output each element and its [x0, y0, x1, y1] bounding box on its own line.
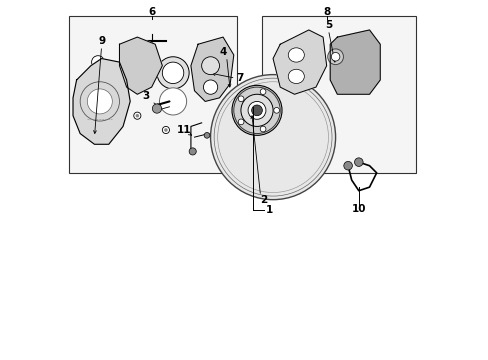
Circle shape	[114, 125, 118, 128]
Bar	[342, 39, 374, 57]
Circle shape	[152, 104, 162, 113]
Bar	[262, 16, 415, 173]
Circle shape	[210, 75, 335, 200]
Text: 8: 8	[323, 7, 329, 17]
Bar	[342, 60, 374, 78]
Circle shape	[241, 94, 272, 126]
Polygon shape	[329, 30, 380, 94]
Circle shape	[231, 85, 282, 135]
Circle shape	[159, 88, 186, 115]
Text: 1: 1	[265, 205, 273, 215]
Circle shape	[118, 61, 127, 70]
Circle shape	[164, 128, 167, 132]
Circle shape	[135, 114, 139, 117]
Text: 3: 3	[142, 91, 150, 101]
Circle shape	[134, 112, 141, 119]
Circle shape	[238, 96, 244, 102]
Circle shape	[112, 123, 119, 130]
Polygon shape	[119, 37, 162, 94]
Text: 11: 11	[176, 125, 191, 135]
Ellipse shape	[287, 48, 304, 62]
Circle shape	[189, 148, 196, 155]
Circle shape	[203, 132, 209, 138]
Circle shape	[260, 89, 265, 95]
Circle shape	[354, 158, 363, 166]
Circle shape	[251, 105, 262, 116]
Text: 10: 10	[351, 203, 366, 213]
Text: 7: 7	[236, 73, 244, 83]
Text: 6: 6	[148, 7, 155, 17]
Circle shape	[201, 57, 219, 75]
Circle shape	[247, 102, 265, 119]
Text: 5: 5	[324, 19, 331, 30]
Circle shape	[162, 126, 169, 134]
Circle shape	[343, 161, 352, 170]
Ellipse shape	[287, 69, 304, 84]
Polygon shape	[190, 37, 233, 102]
Circle shape	[100, 86, 110, 96]
Circle shape	[203, 80, 217, 94]
Circle shape	[91, 56, 104, 68]
Text: 4: 4	[219, 47, 226, 57]
Circle shape	[86, 79, 95, 88]
Circle shape	[260, 126, 265, 132]
Text: 2: 2	[260, 195, 267, 204]
Bar	[69, 16, 237, 173]
Circle shape	[87, 89, 112, 114]
Circle shape	[238, 119, 244, 125]
Circle shape	[162, 62, 183, 84]
Text: 9: 9	[98, 36, 105, 46]
Polygon shape	[73, 59, 130, 144]
Circle shape	[112, 80, 120, 87]
Circle shape	[157, 57, 189, 89]
Circle shape	[273, 108, 279, 113]
Circle shape	[331, 53, 339, 61]
Polygon shape	[272, 30, 326, 94]
Circle shape	[327, 49, 343, 64]
